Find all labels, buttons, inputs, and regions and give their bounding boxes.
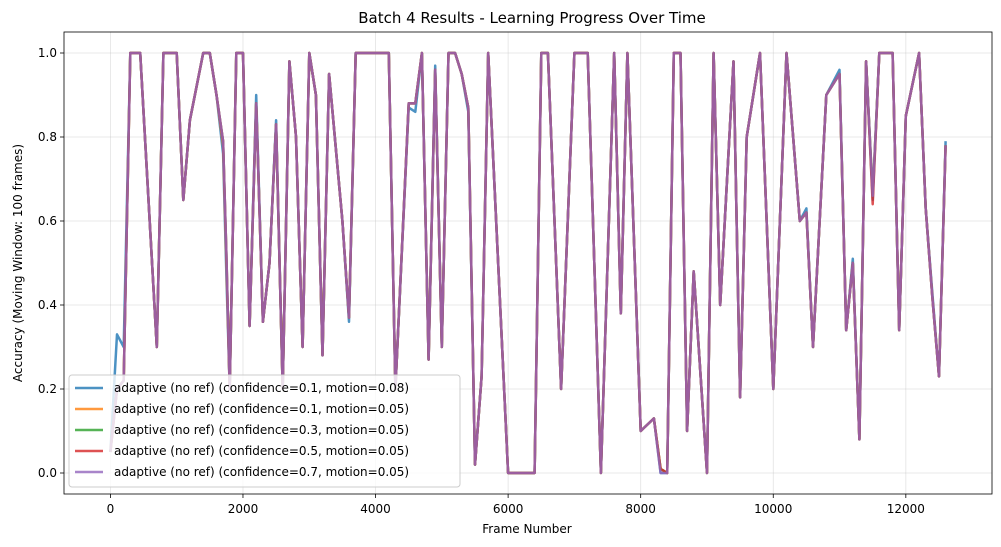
x-tick-label: 6000 — [493, 502, 524, 516]
legend-label-4: adaptive (no ref) (confidence=0.5, motio… — [114, 444, 409, 458]
chart-title: Batch 4 Results - Learning Progress Over… — [358, 9, 706, 27]
x-tick-label: 2000 — [228, 502, 259, 516]
y-tick-label: 0.6 — [38, 214, 57, 228]
y-tick-label: 0.2 — [38, 382, 57, 396]
y-axis-label: Accuracy (Moving Window: 100 frames) — [11, 144, 25, 382]
x-tick-label: 8000 — [625, 502, 656, 516]
series-lines — [109, 51, 947, 475]
y-axis-ticks: 0.0 0.2 0.4 0.6 0.8 1.0 — [38, 46, 64, 480]
grid-lines — [64, 32, 992, 494]
legend-label-5: adaptive (no ref) (confidence=0.7, motio… — [114, 465, 409, 479]
legend: adaptive (no ref) (confidence=0.1, motio… — [68, 374, 461, 488]
x-axis-label: Frame Number — [482, 522, 571, 536]
x-tick-label: 10000 — [754, 502, 792, 516]
y-tick-label: 0.0 — [38, 466, 57, 480]
series-line-5 — [109, 51, 947, 475]
y-tick-label: 0.4 — [38, 298, 57, 312]
legend-label-2: adaptive (no ref) (confidence=0.1, motio… — [114, 402, 409, 416]
legend-label-1: adaptive (no ref) (confidence=0.1, motio… — [114, 381, 409, 395]
x-tick-label: 4000 — [360, 502, 391, 516]
x-axis-ticks: 0 2000 4000 6000 8000 10000 12000 — [107, 494, 925, 516]
y-tick-label: 1.0 — [38, 46, 57, 60]
legend-label-3: adaptive (no ref) (confidence=0.3, motio… — [114, 423, 409, 437]
x-tick-label: 12000 — [887, 502, 925, 516]
y-tick-label: 0.8 — [38, 130, 57, 144]
plot-area-frame — [63, 31, 993, 495]
x-tick-label: 0 — [107, 502, 115, 516]
legend-box — [68, 374, 461, 488]
